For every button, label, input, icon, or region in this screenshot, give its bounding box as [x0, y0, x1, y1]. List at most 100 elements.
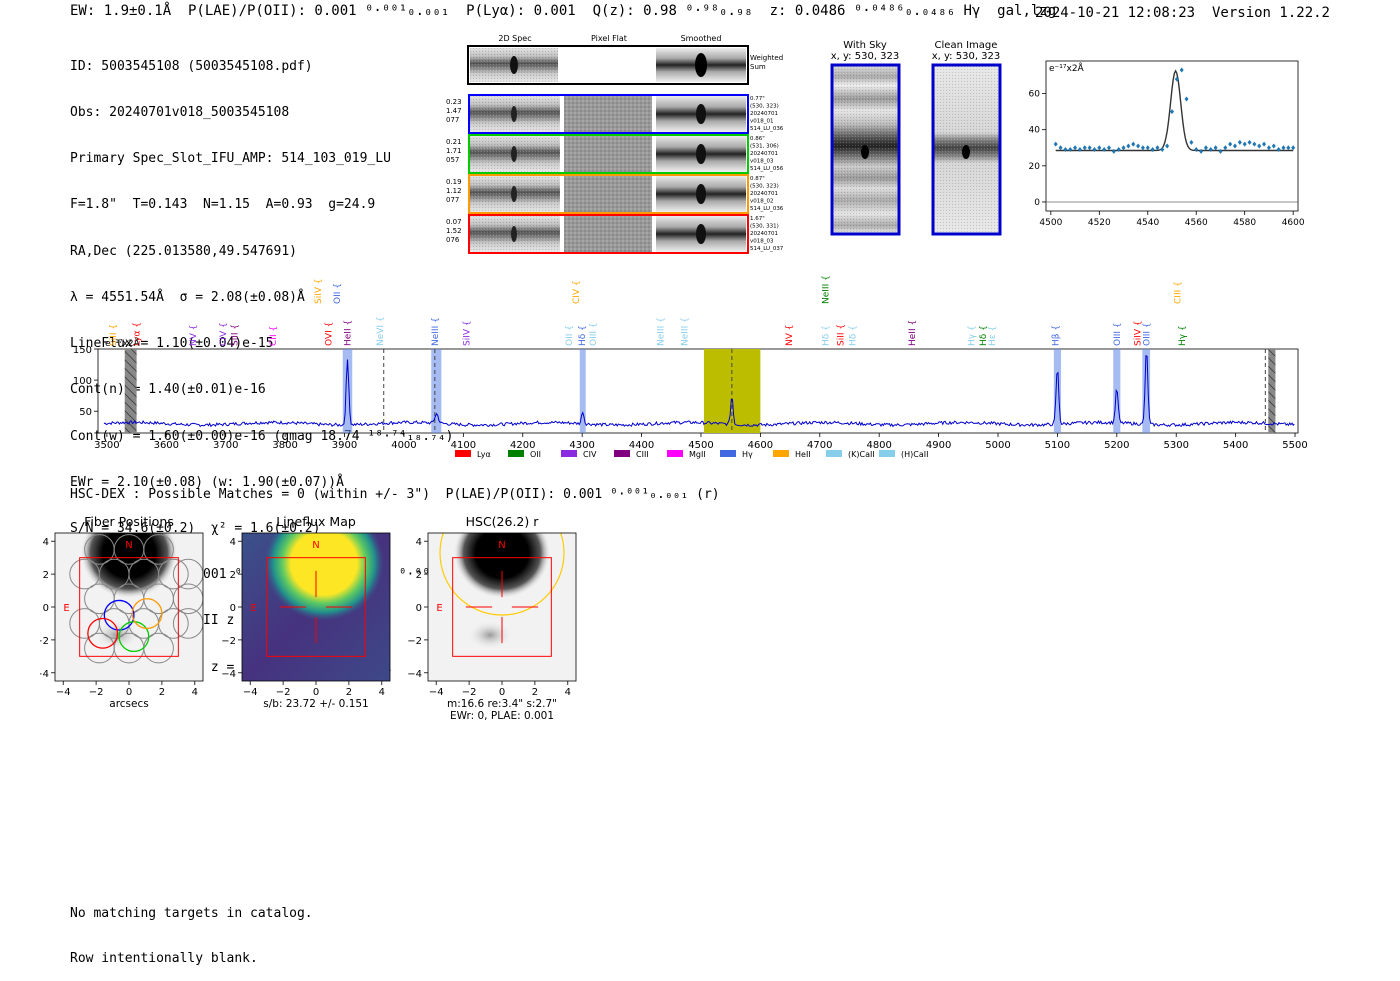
cutout-row-border	[468, 94, 749, 134]
fit-xtick-label: 4500	[1039, 218, 1062, 228]
with-sky-title: With Sky	[843, 40, 887, 51]
fit-data-point	[1208, 147, 1213, 153]
east-label: E	[436, 603, 442, 614]
img-ytick-label: 2	[416, 570, 422, 581]
spectral-line-label: NV {	[785, 325, 795, 346]
fit-data-point	[1126, 143, 1131, 149]
cutout-left-stat: 1.12	[446, 187, 462, 195]
img-ytick-label: −4	[407, 669, 422, 680]
cutout-left-stat: 0.21	[446, 138, 462, 146]
clean-image-coords: x, y: 530, 323	[932, 51, 1001, 62]
spectral-line-label: NeIII {	[680, 317, 690, 346]
fit-data-point	[1058, 145, 1063, 151]
imaging-panel-3: HSC(26.2) r N E −4 −4 −2 −2 0 0 2 2 4 4 m:16.6 re:3.4…	[407, 514, 577, 722]
fit-data-point	[1170, 109, 1174, 115]
fit-data-point	[1150, 147, 1155, 153]
spectral-line-label: NeVI {	[376, 316, 386, 346]
legend-item: MgII	[667, 450, 706, 459]
spectrum-frame	[97, 348, 1299, 434]
spectrum-xtick-label: 3500	[94, 440, 119, 451]
img-xtick-label: 2	[159, 687, 165, 698]
fiber-primary	[103, 599, 135, 631]
fit-data-point	[1131, 141, 1136, 147]
weighted-sum-row: Weighted Sum	[467, 45, 783, 85]
cutout-left-stat: 076	[446, 236, 460, 244]
fit-xtick-label: 4600	[1282, 218, 1305, 228]
legend-item: CIV	[561, 450, 597, 459]
legend-item: Hγ	[720, 450, 753, 459]
cutout-right-meta: 20240701	[750, 151, 778, 157]
cutout-right-meta: (531, 306)	[750, 144, 779, 150]
fit-data-point	[1053, 141, 1058, 147]
spectrum-xtick-label: 4900	[926, 440, 951, 451]
img-xtick-label: 2	[346, 687, 352, 698]
spectral-line-label: NeIII {	[822, 275, 832, 304]
masked-band	[124, 349, 137, 433]
fit-data-point	[1199, 148, 1204, 154]
fit-data-point	[1077, 147, 1082, 153]
fit-data-point	[1286, 145, 1291, 151]
spectral-line-label: SiIV {	[462, 320, 472, 346]
cutout-row-border	[468, 174, 749, 214]
imaging-panel-xlabel: arcsecs	[109, 698, 148, 710]
cutout-row-border	[468, 134, 749, 174]
faint-source	[468, 621, 512, 649]
cutout-left-stat: 057	[446, 156, 459, 164]
fit-xtick-label: 4560	[1185, 218, 1208, 228]
spectrum-xtick-label: 5000	[985, 440, 1010, 451]
fit-data-point	[1155, 145, 1160, 151]
legend-label: OII	[530, 450, 541, 459]
img-xtick-label: −2	[276, 687, 291, 698]
spectrum-xtick-label: 4400	[629, 440, 654, 451]
spectral-line-label: Hδ {	[979, 325, 989, 346]
cutout-right-meta: 0.86"	[750, 136, 765, 142]
east-label: E	[250, 603, 256, 614]
clean-image	[931, 63, 1002, 236]
legend-item: CIII	[614, 450, 649, 459]
highlight-band	[342, 349, 353, 433]
spectral-line-label: CIV {	[572, 280, 582, 304]
legend-swatch	[667, 450, 683, 457]
img-ytick-label: 0	[43, 603, 49, 614]
fiber-second	[118, 621, 150, 653]
legend-label: Hγ	[742, 450, 753, 459]
highlight-band	[579, 349, 586, 433]
spectral-line-label: Lyα {	[133, 322, 143, 346]
spectrum-xtick-label: 5300	[1163, 440, 1188, 451]
weighted-label-2: Sum	[750, 63, 766, 71]
spectral-line-label: NeIII {	[431, 317, 441, 346]
cutout-pixelflat	[564, 216, 652, 252]
fit-data-point	[1257, 143, 1262, 149]
legend-swatch	[773, 450, 789, 457]
cutout-right-meta: v018_02	[750, 199, 774, 205]
fit-xtick-label: 4520	[1088, 218, 1111, 228]
spectrum-xtick-label: 5400	[1223, 440, 1248, 451]
fit-data-point	[1276, 147, 1281, 153]
galaxy-blob	[454, 533, 550, 598]
cutout-left-stat: 077	[446, 116, 459, 124]
img-ytick-label: 2	[43, 570, 49, 581]
fit-data-point	[1082, 145, 1087, 151]
footer-line-2: Row intentionally blank.	[70, 951, 258, 966]
fit-data-point	[1271, 143, 1276, 149]
spectrum-xtick-label: 3800	[272, 440, 297, 451]
header-summary: EW: 1.9±0.1Å P(LAE)/P(OII): 0.001 ⁰·⁰⁰¹₀…	[70, 3, 1057, 19]
info-ewr: EWr = 2.10(±0.08) (w: 1.90(±0.07))Å	[70, 474, 344, 490]
cutout-right-meta: 20240701	[750, 111, 778, 117]
fit-data-point	[1140, 145, 1145, 151]
highlight-band	[1053, 349, 1061, 433]
cutout-right-meta: 514_LU_036	[750, 206, 784, 212]
imaging-panel-title: Fiber Positions	[84, 514, 174, 529]
spectrum-unit-label: e⁻¹⁷x2Å	[105, 337, 141, 349]
spectrum-xtick-label: 5100	[1045, 440, 1070, 451]
cutout-left-stat: 0.23	[446, 98, 462, 106]
info-radec: RA,Dec (225.013580,49.547691)	[70, 243, 297, 259]
fit-data-point	[1213, 145, 1218, 151]
img-xtick-label: 2	[532, 687, 538, 698]
imaging-panel-title: HSC(26.2) r	[466, 514, 540, 529]
spectrum-xtick-label: 4700	[807, 440, 832, 451]
fiber-fourth	[87, 617, 119, 649]
fit-data-point	[1136, 143, 1141, 149]
info-sn: S/N = 34.6(±0.2) χ² = 1.6(±0.2)	[70, 521, 321, 536]
fit-xtick-label: 4580	[1233, 218, 1256, 228]
